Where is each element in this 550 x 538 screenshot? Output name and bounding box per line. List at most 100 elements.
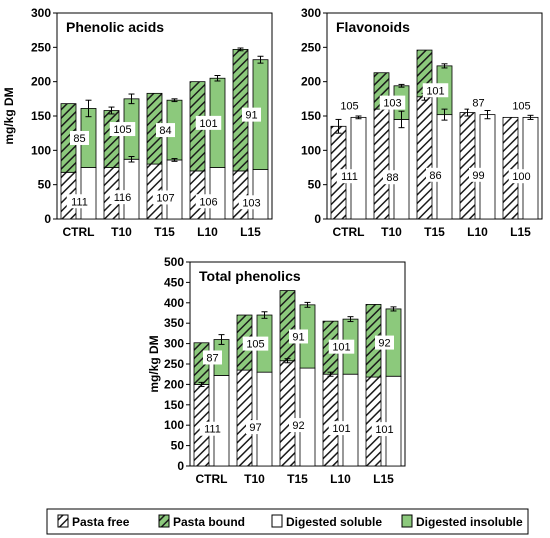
data-label-insoluble: 85 — [70, 130, 89, 145]
data-label-soluble: 111 — [199, 421, 226, 436]
svg-text:100: 100 — [512, 171, 530, 183]
svg-text:101: 101 — [426, 85, 444, 97]
data-label-insoluble: 87 — [203, 350, 222, 365]
x-tick-label: T10 — [111, 225, 132, 239]
svg-text:116: 116 — [114, 192, 132, 204]
svg-text:101: 101 — [332, 342, 350, 354]
error-bar-free — [284, 358, 291, 364]
svg-text:84: 84 — [159, 125, 171, 137]
error-bar-pasta — [108, 106, 115, 115]
chart-title: Flavonoids — [336, 19, 410, 35]
y-tick-label: 100 — [31, 143, 51, 157]
svg-text:88: 88 — [386, 172, 398, 184]
y-tick-label: 450 — [164, 275, 184, 289]
bar-pasta-free — [373, 108, 390, 220]
x-tick-label: CTRL — [196, 472, 228, 486]
error-bar-digested — [484, 110, 491, 120]
legend-swatch-digested-soluble — [271, 514, 283, 528]
data-label-soluble: 101 — [371, 422, 398, 437]
data-label-insoluble: 105 — [336, 98, 363, 113]
svg-text:97: 97 — [249, 422, 261, 434]
svg-text:105: 105 — [512, 100, 530, 112]
error-bar-digested — [347, 316, 354, 323]
data-label-insoluble: 91 — [242, 107, 261, 122]
data-label-insoluble: 87 — [469, 95, 488, 110]
error-bar-free — [327, 371, 334, 377]
error-bar-digested — [398, 83, 405, 88]
bar-pasta-free — [232, 170, 249, 220]
data-label-insoluble: 105 — [508, 98, 535, 113]
data-label-soluble: 92 — [289, 418, 308, 433]
error-bar-digested — [171, 98, 178, 103]
x-tick-label: T15 — [287, 472, 308, 486]
legend-item-digested-soluble: Digested soluble — [271, 514, 382, 529]
legend-label-pasta-bound: Pasta bound — [173, 515, 245, 529]
data-label-insoluble: 92 — [375, 335, 394, 350]
x-tick-label: L10 — [330, 472, 351, 486]
bar-digested-soluble — [299, 367, 316, 467]
error-bar-digested — [85, 99, 92, 118]
x-tick-label: CTRL — [63, 225, 95, 239]
y-tick-label: 200 — [164, 377, 184, 391]
error-bar-digested — [128, 93, 135, 105]
bar-digested-soluble — [166, 159, 183, 220]
svg-text:105: 105 — [113, 124, 131, 136]
y-tick-label: 300 — [301, 6, 321, 20]
data-label-soluble: 103 — [238, 195, 265, 210]
svg-text:85: 85 — [73, 133, 85, 145]
svg-text:92: 92 — [378, 338, 390, 350]
y-tick-label: 0 — [314, 212, 321, 226]
svg-text:87: 87 — [206, 352, 218, 364]
y-tick-label: 500 — [164, 255, 184, 269]
error-bar-free — [198, 381, 205, 387]
x-tick-label: CTRL — [333, 225, 365, 239]
svg-text:87: 87 — [472, 98, 484, 110]
x-tick-label: T15 — [154, 225, 175, 239]
bar-digested-soluble — [80, 167, 97, 220]
svg-text:101: 101 — [332, 423, 350, 435]
svg-text:91: 91 — [292, 331, 304, 343]
bar-digested-soluble — [252, 169, 269, 220]
data-label-soluble: 116 — [109, 190, 136, 205]
legend-label-pasta-free: Pasta free — [72, 515, 130, 529]
error-bar-digested — [257, 55, 264, 64]
legend-swatch-pasta-free — [57, 514, 69, 528]
bar-digested-soluble — [256, 371, 273, 467]
chart-phenolic-acids: 0 50 100 150 200 250 300 Phenolic acids mg/kg DM… — [2, 6, 273, 239]
bar-pasta-free — [502, 116, 519, 220]
y-tick-label: 250 — [301, 40, 321, 54]
error-bar-digested — [390, 306, 397, 312]
error-bar-pasta — [335, 118, 342, 134]
legend-item-pasta-bound: Pasta bound — [158, 514, 245, 529]
y-tick-label: 50 — [171, 439, 185, 453]
data-label-insoluble: 84 — [156, 123, 175, 138]
y-tick-label: 0 — [44, 212, 51, 226]
error-bar-soluble — [398, 110, 405, 129]
bar-digested-soluble — [522, 116, 539, 220]
legend-item-pasta-free: Pasta free — [57, 514, 130, 529]
data-label-soluble: 111 — [336, 169, 363, 184]
error-bar-soluble — [128, 156, 135, 163]
data-label-insoluble: 91 — [289, 329, 308, 344]
legend: Pasta free Pasta bound Digested soluble … — [46, 508, 529, 535]
error-bar-soluble — [171, 158, 178, 162]
error-bar-soluble — [441, 108, 448, 121]
bar-pasta-bound — [103, 110, 120, 168]
bar-digested-soluble — [209, 167, 226, 220]
data-label-soluble: 99 — [469, 167, 488, 182]
x-tick-label: L10 — [467, 225, 488, 239]
svg-text:105: 105 — [246, 339, 264, 351]
data-label-insoluble: 101 — [195, 115, 222, 130]
y-axis-label: mg/kg DM — [2, 87, 16, 144]
bar-pasta-free — [416, 96, 433, 220]
x-tick-label: L15 — [510, 225, 531, 239]
chart-title: Total phenolics — [199, 268, 301, 284]
data-label-insoluble: 105 — [109, 122, 136, 137]
error-bar-digested — [304, 301, 311, 308]
data-label-insoluble: 101 — [422, 83, 449, 98]
data-label-soluble: 111 — [66, 194, 93, 209]
legend-label-digested-soluble: Digested soluble — [286, 515, 382, 529]
error-bar-digested — [441, 63, 448, 69]
data-label-soluble: 101 — [328, 421, 355, 436]
bar-digested-soluble — [123, 158, 140, 220]
